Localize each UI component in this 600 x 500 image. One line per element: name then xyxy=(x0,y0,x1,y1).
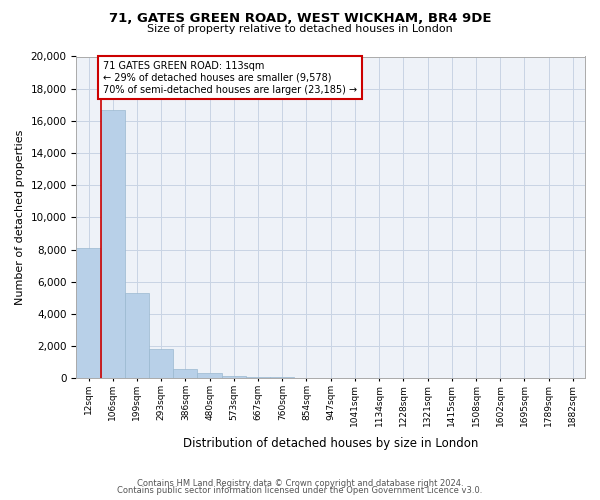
X-axis label: Distribution of detached houses by size in London: Distribution of detached houses by size … xyxy=(183,437,478,450)
Text: Contains HM Land Registry data © Crown copyright and database right 2024.: Contains HM Land Registry data © Crown c… xyxy=(137,478,463,488)
Bar xyxy=(76,248,101,378)
Bar xyxy=(173,368,197,378)
Bar xyxy=(246,376,270,378)
Text: 71, GATES GREEN ROAD, WEST WICKHAM, BR4 9DE: 71, GATES GREEN ROAD, WEST WICKHAM, BR4 … xyxy=(109,12,491,26)
Bar xyxy=(101,110,125,378)
Bar xyxy=(197,373,222,378)
Y-axis label: Number of detached properties: Number of detached properties xyxy=(15,130,25,305)
Bar xyxy=(125,293,149,378)
Bar xyxy=(222,376,246,378)
Bar xyxy=(149,350,173,378)
Text: Contains public sector information licensed under the Open Government Licence v3: Contains public sector information licen… xyxy=(118,486,482,495)
Text: 71 GATES GREEN ROAD: 113sqm
← 29% of detached houses are smaller (9,578)
70% of : 71 GATES GREEN ROAD: 113sqm ← 29% of det… xyxy=(103,62,356,94)
Text: Size of property relative to detached houses in London: Size of property relative to detached ho… xyxy=(147,24,453,34)
